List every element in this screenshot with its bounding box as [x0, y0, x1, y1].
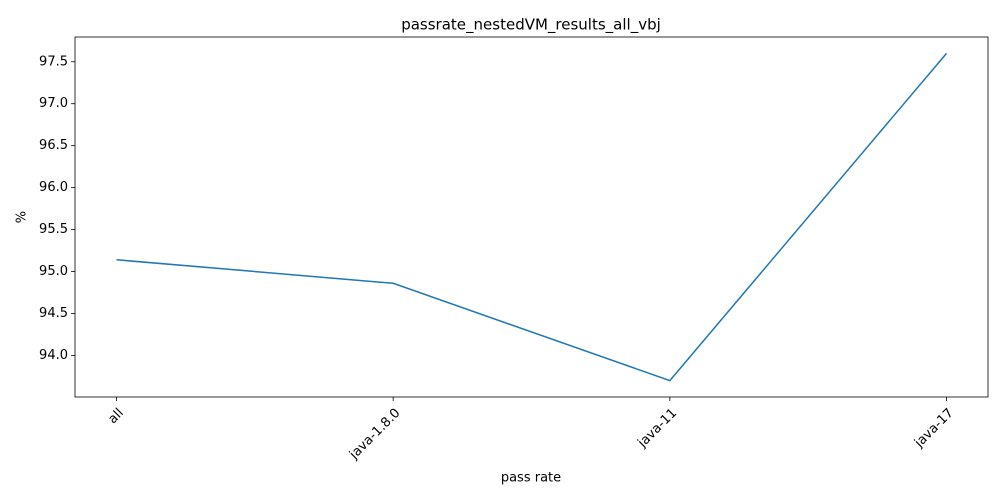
y-tick-label: 97.0: [39, 96, 68, 111]
line-series: [116, 52, 948, 382]
y-tick-label: 95.5: [39, 222, 68, 237]
x-axis-label: pass rate: [501, 471, 561, 486]
y-tick-label: 96.0: [39, 180, 68, 195]
y-tick-label: 94.5: [39, 306, 68, 321]
y-tick-label: 97.5: [39, 54, 68, 69]
y-axis-label: %: [15, 211, 30, 223]
plot-frame: [74, 36, 989, 398]
y-tick-label: 94.0: [39, 348, 68, 363]
chart-title: passrate_nestedVM_results_all_vbj: [401, 16, 661, 35]
y-tick-label: 96.5: [39, 138, 68, 153]
y-tick-label: 95.0: [39, 264, 68, 279]
